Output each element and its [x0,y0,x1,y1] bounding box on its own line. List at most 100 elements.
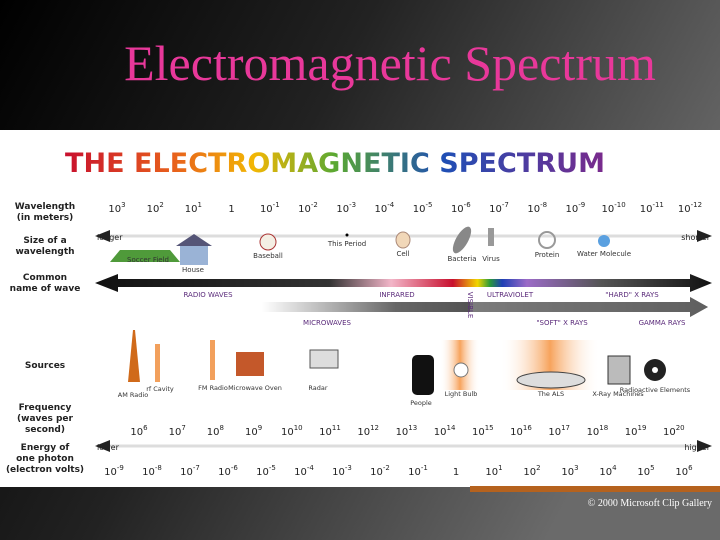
radar-icon [309,349,339,369]
row-label: Size of a [23,236,66,246]
wavelength-tick-base: 10 [375,204,388,215]
wavelength-tick: 101 [185,201,202,215]
row-label: second) [25,425,65,435]
energy-tick: 1 [453,467,459,478]
energy-tick-base: 10 [104,467,117,478]
row-label: Energy of [21,443,70,453]
source-label: FM Radio [198,384,228,392]
energy-tick-exponent: -9 [117,464,124,472]
oven-icon [236,352,264,376]
row-label: (in meters) [17,213,74,223]
energy-tick-base: 10 [561,467,574,478]
frequency-tick-exponent: 8 [220,424,224,432]
row-label: Frequency [19,403,72,413]
energy-tick: 10-3 [332,464,352,478]
energy-tick-exponent: -1 [421,464,428,472]
row-label: Common [23,273,67,283]
energy-tick-exponent: -7 [193,464,200,472]
energy-tick-base: 10 [218,467,231,478]
wavelength-tick-base: 10 [640,204,653,215]
energy-tick-base: 10 [332,467,345,478]
end-label: lower [97,443,120,452]
wavelength-tick-base: 10 [413,204,426,215]
energy-tick-exponent: -4 [307,464,315,472]
frequency-tick-base: 10 [472,427,485,438]
frequency-tick: 109 [245,424,262,438]
wavelength-tick-base: 10 [527,204,540,215]
energy-tick-exponent: -8 [155,464,162,472]
frequency-tick-base: 10 [396,427,409,438]
wavelength-tick: 10-10 [602,201,626,215]
energy-tick-base: 10 [370,467,383,478]
energy-tick: 10-5 [256,464,276,478]
frequency-tick: 107 [169,424,186,438]
energy-tick-base: 1 [453,467,459,478]
wave-arrow [95,274,712,292]
frequency-tick: 1019 [625,424,647,438]
source-label: People [410,399,432,407]
wavelength-tick-exponent: -11 [652,201,663,209]
wavelength-tick-base: 10 [108,204,121,215]
frequency-tick-base: 10 [357,427,370,438]
wave-name: VISIBLE [466,292,474,319]
wave-name: GAMMA RAYS [639,319,686,327]
diagram-title: THE ELECTROMAGNETIC SPECTRUM [65,148,605,179]
higher-arrow [697,440,712,452]
frequency-tick: 1014 [434,424,456,438]
frequency-tick: 1010 [281,424,303,438]
frequency-tick-base: 10 [207,427,220,438]
wavelength-tick-base: 10 [185,204,198,215]
source-label: X-Ray Machines [592,390,644,398]
energy-tick: 10-7 [180,464,200,478]
row-label: one photon [16,454,74,464]
frequency-tick: 1017 [548,424,570,438]
energy-tick: 106 [675,464,693,478]
microwave-arrow [262,297,708,317]
baseball-icon [259,233,277,251]
am-tower [128,330,140,382]
frequency-tick-base: 10 [169,427,182,438]
wavelength-tick-exponent: -9 [578,201,585,209]
frequency-tick-exponent: 18 [599,424,608,432]
frequency-tick-base: 10 [319,427,332,438]
frequency-tick-exponent: 19 [638,424,647,432]
wavelength-tick-exponent: -7 [502,201,509,209]
house-roof [176,234,212,246]
size-label: Cell [396,250,409,258]
row-label: name of wave [10,284,81,294]
frequency-tick-base: 10 [245,427,258,438]
frequency-tick-exponent: 6 [143,424,148,432]
credit: © 2000 Microsoft Clip Gallery [588,498,712,509]
wavelength-tick: 10-8 [527,201,547,215]
wavelength-tick: 10-9 [566,201,586,215]
longer-arrow [95,230,110,242]
energy-tick-base: 10 [485,467,498,478]
wavelength-tick-base: 10 [602,204,615,215]
size-label: Virus [482,255,500,263]
energy-tick-base: 10 [637,467,650,478]
frequency-tick-exponent: 9 [258,424,262,432]
fm-icon [210,340,215,380]
energy-tick-exponent: 6 [688,464,693,472]
wavelength-tick-exponent: 2 [159,201,163,209]
wavelength-tick: 10-2 [298,201,318,215]
size-label: Soccer Field [127,256,169,264]
bacteria-icon [452,226,472,254]
size-label: Baseball [253,252,283,260]
energy-tick: 10-4 [294,464,314,478]
energy-tick-base: 10 [256,467,269,478]
radioactive-center [652,367,658,373]
wavelength-tick-exponent: 3 [121,201,125,209]
wavelength-tick-base: 10 [298,204,311,215]
source-label: AM Radio [118,391,148,399]
energy-tick: 104 [599,464,617,478]
frequency-tick: 1018 [587,424,609,438]
energy-tick-exponent: 5 [650,464,654,472]
wavelength-tick: 102 [147,201,164,215]
wavelength-tick-exponent: -8 [540,201,547,209]
shorter-arrow [697,230,712,242]
frequency-tick-base: 10 [510,427,523,438]
cell-icon [395,231,411,249]
energy-tick-base: 10 [675,467,688,478]
